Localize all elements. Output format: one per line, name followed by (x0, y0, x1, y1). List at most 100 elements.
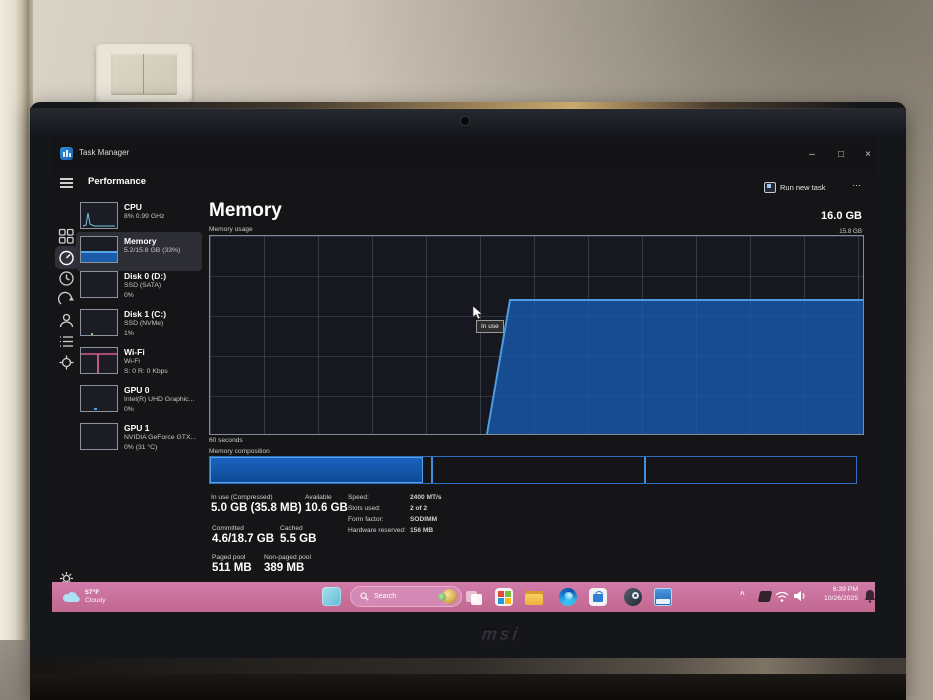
perf-item-cpu[interactable]: CPU 8% 0.99 GHz (80, 202, 204, 229)
disk0-mini-graph (80, 271, 118, 298)
startup-apps-icon[interactable] (57, 291, 75, 308)
perf-item-subtitle: 8% 0.99 GHz (124, 213, 165, 221)
performance-icon[interactable] (58, 249, 75, 266)
perf-item-subtitle: SSD (SATA) (124, 282, 162, 290)
perf-item-title: Wi-Fi (124, 347, 145, 357)
search-icon (360, 592, 369, 601)
stat-available: Available 10.6 GB (305, 494, 348, 514)
close-button[interactable]: × (865, 149, 871, 160)
detail-slots-label: Slots used: (348, 505, 381, 512)
stat-paged-pool: Paged pool 511 MB (212, 554, 252, 574)
tray-app-icon[interactable] (757, 591, 773, 602)
task-manager-window: Task Manager – □ × (52, 138, 875, 612)
laptop-deck (30, 674, 906, 700)
graph-scale-max: 15.8 GB (839, 228, 862, 235)
mouse-cursor (472, 305, 484, 320)
stat-label: Paged pool (212, 554, 246, 561)
detail-hw-reserved-value: 156 MB (410, 527, 434, 534)
perf-item-subtitle2: S: 0 R: 0 Kbps (124, 368, 168, 376)
detail-speed-value: 2400 MT/s (410, 494, 442, 501)
menu-icon[interactable] (60, 178, 73, 180)
start-button[interactable] (322, 587, 341, 606)
detail-form-factor-label: Form factor: (348, 516, 384, 523)
stat-value: 389 MB (264, 562, 305, 574)
stat-value: 511 MB (212, 562, 252, 574)
graph-timespan-label: 60 seconds (209, 437, 243, 444)
weather-cloud-icon (62, 592, 80, 603)
app-history-icon[interactable] (58, 270, 75, 287)
stat-in-use: In use (Compressed) 5.0 GB (35.8 MB) (211, 494, 302, 514)
processes-icon[interactable] (58, 228, 75, 245)
more-options-button[interactable]: … (852, 178, 862, 188)
perf-item-disk0[interactable]: Disk 0 (D:) SSD (SATA) 0% (80, 271, 204, 301)
weather-condition: Cloudy (85, 597, 106, 605)
run-new-task-label: Run new task (780, 183, 826, 192)
webcam (460, 116, 470, 126)
memory-composition-bar[interactable] (209, 456, 857, 484)
task-manager-app-icon (60, 147, 73, 160)
stat-label: Committed (212, 525, 244, 532)
maximize-button[interactable]: □ (837, 149, 845, 160)
lid-reflection (30, 102, 906, 109)
wifi-icon[interactable] (774, 588, 790, 604)
perf-item-subtitle2: 0% (124, 292, 134, 300)
wifi-mini-graph (80, 347, 118, 374)
stat-value: 10.6 GB (305, 502, 348, 514)
perf-item-subtitle: Intel(R) UHD Graphic... (124, 396, 195, 404)
graph-label: Memory usage (209, 226, 253, 233)
perf-item-subtitle2: 0% (31 °C) (124, 444, 158, 452)
perf-item-subtitle: NVIDIA GeForce GTX... (124, 434, 197, 442)
perf-item-memory[interactable]: Memory 5.2/15.8 GB (33%) (80, 236, 204, 263)
edge-icon[interactable] (557, 586, 579, 608)
perf-item-title: Disk 0 (D:) (124, 271, 167, 281)
steam-icon[interactable] (622, 586, 644, 608)
composition-segment-free[interactable] (646, 457, 856, 483)
minimize-button[interactable]: – (809, 149, 815, 160)
nav-rail (52, 172, 80, 585)
search-highlight-image (438, 589, 457, 604)
volume-icon[interactable] (792, 588, 808, 604)
graph-tooltip: In use (476, 320, 504, 333)
composition-segment-in-use[interactable] (210, 457, 424, 483)
light-switch (96, 44, 192, 104)
search-box[interactable]: Search (350, 586, 462, 607)
titlebar[interactable]: Task Manager – □ × (52, 138, 875, 172)
widgets-button[interactable]: 57°F Cloudy (58, 584, 110, 610)
microsoft-365-icon[interactable] (493, 586, 515, 608)
stat-label: Non-paged pool (264, 554, 311, 561)
stat-nonpaged-pool: Non-paged pool 389 MB (264, 554, 311, 574)
run-new-task-button[interactable]: Run new task (764, 180, 825, 195)
taskbar-clock[interactable]: 6:39 PM 10/26/2025 (808, 585, 858, 603)
door-frame (0, 0, 27, 640)
composition-segment-standby[interactable] (433, 457, 647, 483)
microsoft-store-icon[interactable] (587, 586, 609, 608)
file-explorer-icon[interactable] (523, 586, 545, 608)
task-view-icon[interactable] (463, 586, 485, 608)
stat-committed: Committed 4.6/18.7 GB (212, 525, 274, 545)
services-icon[interactable] (58, 354, 75, 371)
composition-segment-modified[interactable] (423, 457, 433, 483)
laptop-hinge (30, 658, 906, 674)
perf-item-gpu0[interactable]: GPU 0 Intel(R) UHD Graphic... 0% (80, 385, 204, 415)
photos-icon[interactable] (652, 586, 674, 608)
taskbar: 57°F Cloudy Search (52, 582, 875, 612)
users-icon[interactable] (58, 312, 75, 329)
perf-item-subtitle: 5.2/15.8 GB (33%) (124, 247, 181, 255)
composition-label: Memory composition (209, 448, 270, 455)
gpu1-mini-graph (80, 423, 118, 450)
perf-item-subtitle2: 0% (124, 406, 134, 414)
stat-label: In use (Compressed) (211, 494, 273, 501)
perf-item-gpu1[interactable]: GPU 1 NVIDIA GeForce GTX... 0% (31 °C) (80, 423, 204, 453)
memory-usage-graph[interactable] (209, 235, 864, 435)
hidden-icons-chevron[interactable]: ^ (740, 590, 745, 599)
perf-item-wifi[interactable]: Wi-Fi Wi-Fi S: 0 R: 0 Kbps (80, 347, 204, 377)
detail-form-factor-value: SODIMM (410, 516, 438, 523)
details-icon[interactable] (58, 333, 75, 350)
search-placeholder: Search (374, 593, 397, 600)
perf-item-title: Memory (124, 236, 157, 246)
perf-item-title: GPU 0 (124, 385, 150, 395)
performance-header: Performance (88, 176, 147, 187)
perf-item-disk1[interactable]: Disk 1 (C:) SSD (NVMe) 1% (80, 309, 204, 339)
notification-bell-icon[interactable] (864, 589, 875, 603)
